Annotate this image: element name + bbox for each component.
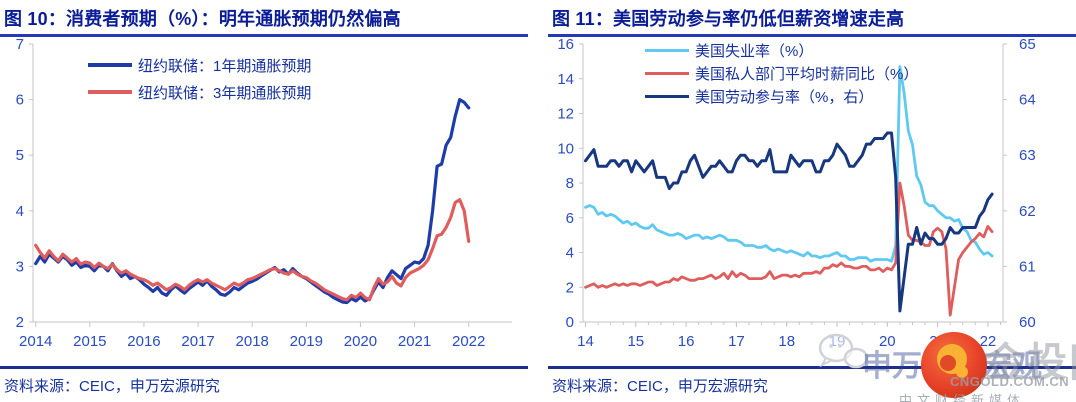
legend-item-1y: 纽约联储：1年期通胀预期 [88,54,311,76]
x-tick-label: 2019 [290,333,323,350]
ny-fed-1y-inflation-expectation-line [34,97,471,305]
y-tick-label: 2 [16,314,24,331]
x-tick-label: 16 [678,333,695,350]
x-tick-label: 19 [829,333,846,350]
figure-11-footer-rule [548,366,1076,369]
x-tick-label: 2021 [398,333,431,350]
y-tick-label: 7 [16,38,24,53]
y-tick-label: 2 [566,279,574,296]
legend-item-3y: 纽约联储：3年期通胀预期 [88,81,311,103]
x-tick-label: 20 [879,333,896,350]
ny-fed-3y-inflation-expectation-line [34,198,471,302]
x-tick-label: 17 [728,333,745,350]
legend-label-3y: 纽约联储：3年期通胀预期 [138,84,312,102]
legend-swatch-participation-line [645,94,689,98]
y-tick-label: 3 [16,258,24,275]
figure-11-plot: 0 2 4 6 8 10 12 14 16 60 61 62 63 64 65 14 15 16 17 18 19 20 2… [557,38,1036,350]
right-y-tick-label: 64 [1019,92,1036,109]
legend-swatch-3y-line [88,90,132,94]
legend-swatch-wage-line [645,71,689,75]
figure-10-source: 资料来源：CEIC，申万宏源研究 [4,378,220,395]
figure-10-plot: 2 3 4 5 6 7 2014 2015 2016 2017 2018 2019 2020 2021 20… [16,38,512,350]
figure-10-title: 图 10：消费者预期（%）：明年通胀预期仍然偏高 [4,9,401,29]
y-tick-label: 4 [16,203,24,220]
y-tick-label: 0 [566,314,574,331]
us-private-avg-hourly-earnings-yoy-line [584,181,994,317]
legend-label-participation: 美国劳动参与率（%，右） [695,88,874,106]
legend-item-participation: 美国劳动参与率（%，右） [645,85,918,107]
figure-11-panel: 图 11：美国劳动参与率仍低但薪资增速走高 0 2 4 6 8 10 12 14 16 60 61 6… [548,0,1076,402]
right-y-tick-label: 62 [1019,203,1036,220]
figure-11-chart: 0 2 4 6 8 10 12 14 16 60 61 62 63 64 65 14 15 16 17 18 19 20 2… [548,38,1076,360]
right-y-tick-label: 65 [1019,38,1036,53]
figure-11-title: 图 11：美国劳动参与率仍低但薪资增速走高 [552,9,905,29]
figure-11-source: 资料来源：CEIC，申万宏源研究 [552,378,768,395]
right-y-tick-label: 63 [1019,147,1036,164]
x-tick-label: 2014 [19,333,52,350]
us-labor-force-participation-rate-line [584,131,994,313]
legend-item-wage: 美国私人部门平均时薪同比（%） [645,62,918,84]
x-tick-label: 18 [778,333,795,350]
y-tick-label: 4 [566,245,574,262]
y-tick-label: 14 [557,71,574,88]
x-tick-label: 2022 [452,333,485,350]
figure-10-chart: 2 3 4 5 6 7 2014 2015 2016 2017 2018 2019 2020 2021 20… [0,38,528,360]
legend-item-unemployment: 美国失业率（%） [645,39,918,61]
y-tick-label: 6 [566,210,574,227]
x-tick-label: 2018 [236,333,269,350]
figure-11-footer: 资料来源：CEIC，申万宏源研究 [548,366,1076,396]
legend-swatch-unemployment-line [645,48,689,52]
x-tick-label: 2020 [344,333,377,350]
x-tick-label: 14 [577,333,594,350]
y-tick-label: 8 [566,175,574,192]
y-tick-label: 5 [16,147,24,164]
figure-10-legend: 纽约联储：1年期通胀预期 纽约联储：3年期通胀预期 [88,54,311,108]
legend-label-1y: 纽约联储：1年期通胀预期 [138,57,312,75]
x-tick-label: 22 [980,333,997,350]
x-tick-label: 2016 [127,333,160,350]
y-tick-label: 16 [557,38,574,53]
x-tick-label: 2017 [181,333,214,350]
figure-10-title-underline [0,34,528,37]
legend-label-unemployment: 美国失业率（%） [695,42,814,60]
right-y-tick-label: 61 [1019,258,1036,275]
figure-11-legend: 美国失业率（%） 美国私人部门平均时薪同比（%） 美国劳动参与率（%，右） [645,39,918,108]
figure-11-title-underline [548,34,1076,37]
us-unemployment-rate-line [584,65,994,263]
y-tick-label: 10 [557,140,574,157]
legend-label-wage: 美国私人部门平均时薪同比（%） [695,65,919,83]
y-tick-label: 6 [16,92,24,109]
legend-swatch-1y-line [88,63,132,67]
y-tick-label: 12 [557,106,574,123]
right-y-tick-label: 60 [1019,314,1036,331]
figure-10-footer: 资料来源：CEIC，申万宏源研究 [0,366,528,396]
figure-10-footer-rule [0,366,528,369]
x-tick-label: 15 [627,333,644,350]
x-tick-label: 21 [929,333,946,350]
figure-10-panel: 图 10：消费者预期（%）：明年通胀预期仍然偏高 2 3 4 5 6 7 2014 2015 2… [0,0,528,402]
x-tick-label: 2015 [73,333,106,350]
